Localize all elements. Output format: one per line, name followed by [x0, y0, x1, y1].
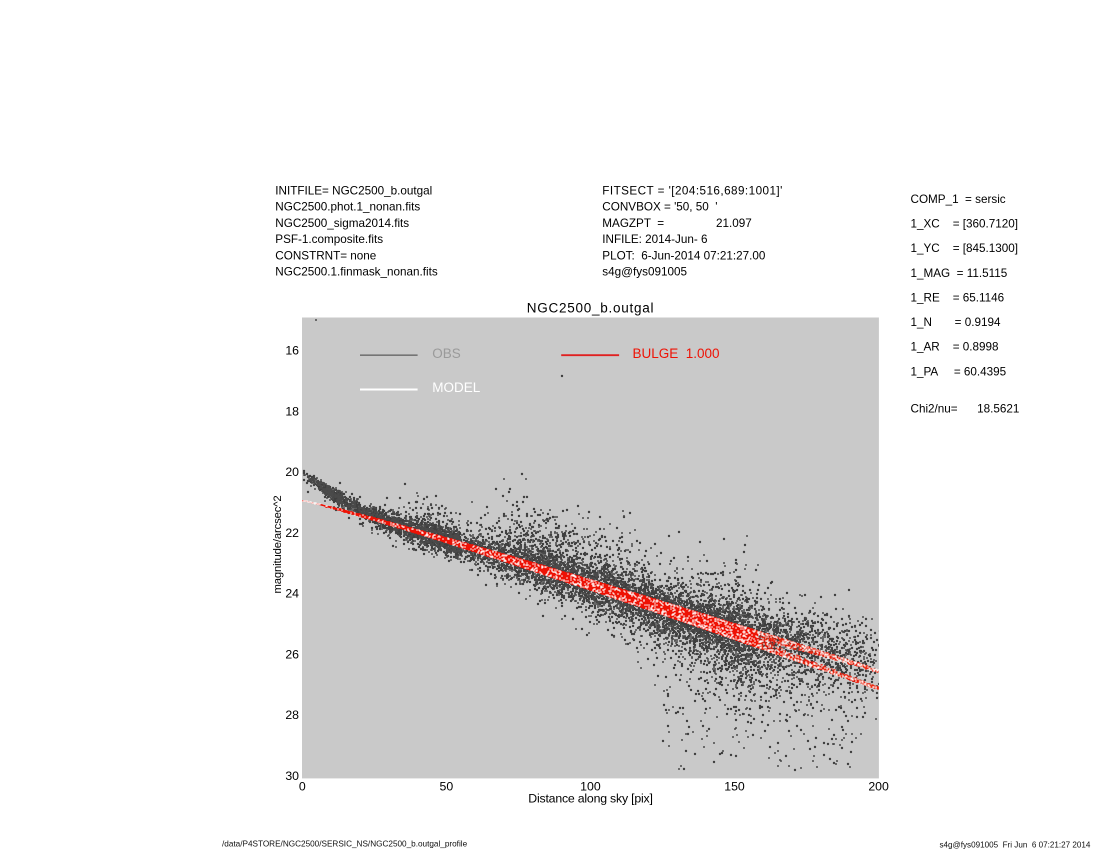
svg-text:26: 26 [285, 647, 299, 661]
svg-text:100: 100 [580, 780, 601, 794]
svg-text:/data/P4STORE/NGC2500/SERSIC_N: /data/P4STORE/NGC2500/SERSIC_NS/NGC2500_… [222, 840, 468, 849]
svg-text:NGC2500.phot.1_nonan.fits: NGC2500.phot.1_nonan.fits [275, 201, 420, 214]
svg-text:24: 24 [285, 587, 299, 601]
svg-text:1_MAG = 11.5115: 1_MAG = 11.5115 [911, 267, 1008, 280]
svg-text:CONSTRNT= none: CONSTRNT= none [275, 249, 376, 262]
svg-text:OBS: OBS [432, 346, 461, 361]
svg-text:NGC2500.1.finmask_nonan.fits: NGC2500.1.finmask_nonan.fits [275, 266, 438, 279]
svg-text:20: 20 [285, 465, 299, 479]
svg-text:1_AR = 0.8998: 1_AR = 0.8998 [911, 341, 999, 354]
svg-text:s4g@fys091005: s4g@fys091005 [602, 266, 687, 279]
svg-text:COMP_1 = sersic: COMP_1 = sersic [911, 193, 1006, 206]
svg-text:INITFILE= NGC2500_b.outgal: INITFILE= NGC2500_b.outgal [275, 184, 432, 197]
svg-text:MAGZPT = 21.09: MAGZPT = 21.097 [602, 217, 752, 230]
svg-text:BULGE 1.000: BULGE 1.000 [633, 346, 720, 361]
svg-text:150: 150 [724, 780, 745, 794]
svg-text:INFILE: 2014-Jun- 6: INFILE: 2014-Jun- 6 [602, 233, 707, 246]
svg-text:30: 30 [285, 769, 299, 783]
svg-text:1_RE = 65.1146: 1_RE = 65.1146 [911, 291, 1005, 304]
svg-text:FITSECT = '[204:516,689:1001]': FITSECT = '[204:516,689:1001]' [602, 184, 783, 197]
svg-text:22: 22 [285, 526, 299, 540]
svg-text:1_N = 0.9194: 1_N = 0.9194 [911, 316, 1001, 329]
svg-text:Chi2/nu= 18.5621: Chi2/nu= 18.5621 [911, 402, 1020, 415]
svg-text:50: 50 [440, 780, 454, 794]
svg-text:16: 16 [285, 344, 299, 358]
svg-text:MODEL: MODEL [432, 380, 481, 395]
svg-text:18: 18 [285, 404, 299, 418]
svg-text:NGC2500_sigma2014.fits: NGC2500_sigma2014.fits [275, 217, 409, 230]
svg-text:magnitude/arcsec^2: magnitude/arcsec^2 [272, 495, 284, 593]
svg-text:1_PA = 60.4395: 1_PA = 60.4395 [911, 365, 1007, 378]
svg-text:0: 0 [299, 780, 306, 794]
svg-text:PSF-1.composite.fits: PSF-1.composite.fits [275, 233, 383, 246]
svg-text:1_YC = [845.1300]: 1_YC = [845.1300] [911, 242, 1019, 255]
svg-text:200: 200 [868, 780, 889, 794]
svg-text:CONVBOX = '50, 50 ': CONVBOX = '50, 50 ' [602, 201, 717, 214]
svg-text:NGC2500_b.outgal: NGC2500_b.outgal [527, 300, 655, 315]
svg-text:PLOT: 6-Jun-2014 07:21:27.00: PLOT: 6-Jun-2014 07:21:27.00 [602, 249, 766, 262]
svg-text:28: 28 [285, 708, 299, 722]
svg-text:1_XC = [360.7120]: 1_XC = [360.7120] [911, 218, 1019, 231]
svg-text:s4g@fys091005 Fri Jun 6 07:2: s4g@fys091005 Fri Jun 6 07:21:27 2014 [940, 840, 1091, 849]
svg-text:Distance along sky [pix]: Distance along sky [pix] [528, 791, 652, 805]
